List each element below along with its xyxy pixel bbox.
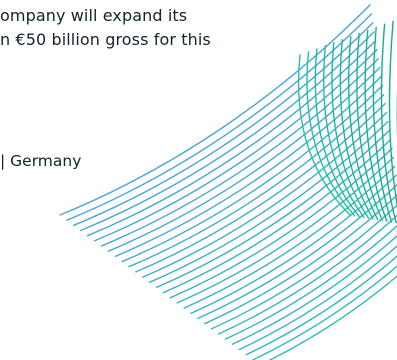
curve-line [149,120,389,283]
curve-line [66,13,373,221]
curve-line [238,245,397,351]
curve-line [121,85,384,263]
crossing-line [372,26,393,223]
crossing-line [356,32,383,222]
curve-line [252,265,397,360]
crossing-line [347,35,379,221]
crossing-line [364,29,388,222]
quote-text-line-1: ompany will expand its [0,6,188,25]
crossing-line [388,20,397,208]
quote-text-line-2: n €50 billion gross for this [0,30,211,49]
curve-line [80,31,375,232]
curve-line [59,4,371,216]
curve-line [135,102,386,273]
curve-line [197,183,397,320]
curve-line [107,67,381,252]
crossing-line [380,23,397,224]
curve-line [245,255,397,356]
curve-line [73,22,374,226]
crossing-line [314,48,360,218]
crossing-line [339,38,374,220]
crossing-line [306,51,356,217]
curve-line [204,194,397,325]
curve-line [142,111,388,278]
curve-line [224,224,397,340]
crossing-line [323,45,365,218]
curve-line [217,214,397,335]
curve-line [268,275,397,360]
crossing-line [297,54,351,216]
crossing-line [331,42,370,219]
curve-line [211,204,397,330]
curve-line [100,58,379,247]
curve-line [190,174,397,314]
curve-line [128,94,385,268]
curve-line [93,49,378,242]
curve-line [155,129,390,289]
curve-line [231,234,397,345]
attribution-text: | Germany [0,152,82,170]
